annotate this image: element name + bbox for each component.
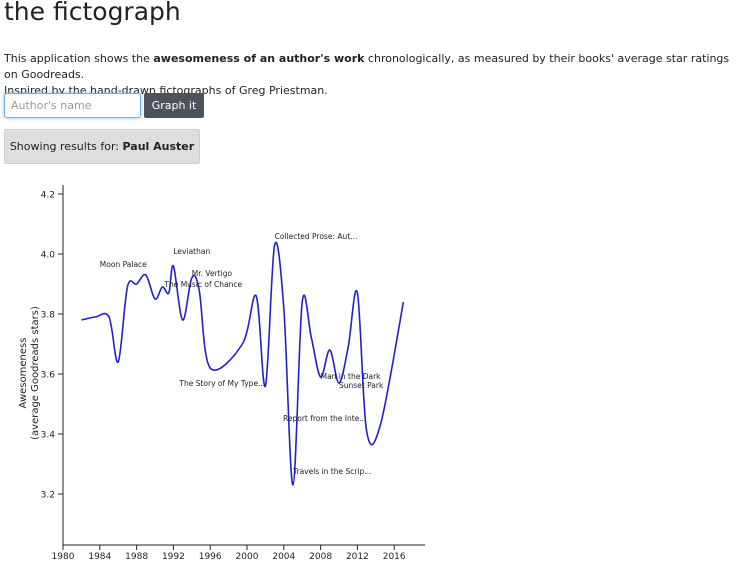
book-title-label: Report from the Inte... [283, 414, 366, 423]
graph-it-button[interactable]: Graph it [144, 93, 204, 118]
book-title-label: Travels in the Scrip... [292, 467, 371, 476]
series-line [81, 241, 405, 486]
annotations-layer: Moon Palace Leviathan Mr. Vertigo The Music… [100, 232, 384, 476]
y-tick-label: 4.0 [41, 251, 56, 261]
x-tick-label: 2000 [236, 552, 259, 562]
book-title-label: The Story of My Type... [178, 379, 265, 388]
y-axis-label-line: (average Goodreads stars) [30, 306, 41, 440]
results-banner: Showing results for: Paul Auster [4, 129, 200, 164]
x-tick-label: 2012 [346, 552, 369, 562]
page-title: the fictograph [4, 0, 181, 26]
chart-axes: 4.2 4.0 3.8 3.6 3.4 3.2 1980 1984 1988 1992 1996 20… [41, 185, 425, 562]
intro-rest: chronologically, as measured by their bo… [4, 52, 730, 81]
x-tick-label: 1984 [88, 552, 111, 562]
y-axis-label-line: Awesomeness [18, 338, 29, 409]
book-title-label: Mr. Vertigo [192, 269, 233, 278]
y-tick-label: 3.2 [41, 491, 55, 501]
intro-highlight: awesomeness of an author's work [153, 52, 365, 65]
author-name-input[interactable] [4, 93, 141, 118]
x-tick-label: 2004 [272, 552, 295, 562]
y-tick-label: 3.6 [41, 371, 56, 381]
x-tick-label: 2008 [309, 552, 332, 562]
book-title-label: The Music of Chance [163, 280, 242, 289]
x-tick-label: 1992 [162, 552, 185, 562]
series-layer [81, 241, 405, 486]
y-axis-label: Awesomeness (average Goodreads stars) [18, 306, 41, 440]
results-author: Paul Auster [122, 140, 195, 153]
y-tick-label: 3.8 [41, 311, 56, 321]
book-title-label: Sunset Park [339, 381, 384, 390]
y-tick-label: 3.4 [41, 431, 56, 441]
book-title-label: Leviathan [173, 247, 210, 256]
intro-lead: This application shows the [4, 52, 154, 65]
book-title-label: Collected Prose: Aut... [275, 232, 358, 241]
y-tick-label: 4.2 [41, 191, 55, 201]
x-tick-label: 2016 [383, 552, 406, 562]
results-prefix: Showing results for: [9, 140, 123, 153]
x-tick-label: 1988 [125, 552, 148, 562]
awesomeness-chart: Awesomeness (average Goodreads stars) 4.2… [18, 185, 425, 562]
x-tick-label: 1996 [199, 552, 222, 562]
intro-text: This application shows the awesomeness o… [4, 51, 745, 99]
book-title-label: Man in the Dark [321, 372, 382, 381]
book-title-label: Moon Palace [100, 260, 147, 269]
x-tick-label: 1980 [52, 552, 75, 562]
